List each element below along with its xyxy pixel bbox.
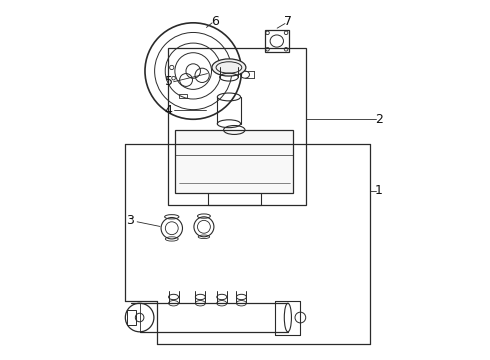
Bar: [179, 94, 187, 98]
Bar: [168, 48, 306, 205]
Text: 7: 7: [284, 15, 292, 28]
Text: 4: 4: [165, 104, 172, 117]
Text: 6: 6: [211, 14, 219, 27]
Bar: [127, 310, 136, 325]
Bar: [175, 130, 293, 193]
Ellipse shape: [212, 59, 246, 76]
Text: 2: 2: [375, 113, 383, 126]
Text: 3: 3: [126, 213, 134, 226]
Text: 1: 1: [375, 184, 383, 197]
Text: 5: 5: [165, 75, 172, 88]
Bar: [265, 30, 289, 52]
